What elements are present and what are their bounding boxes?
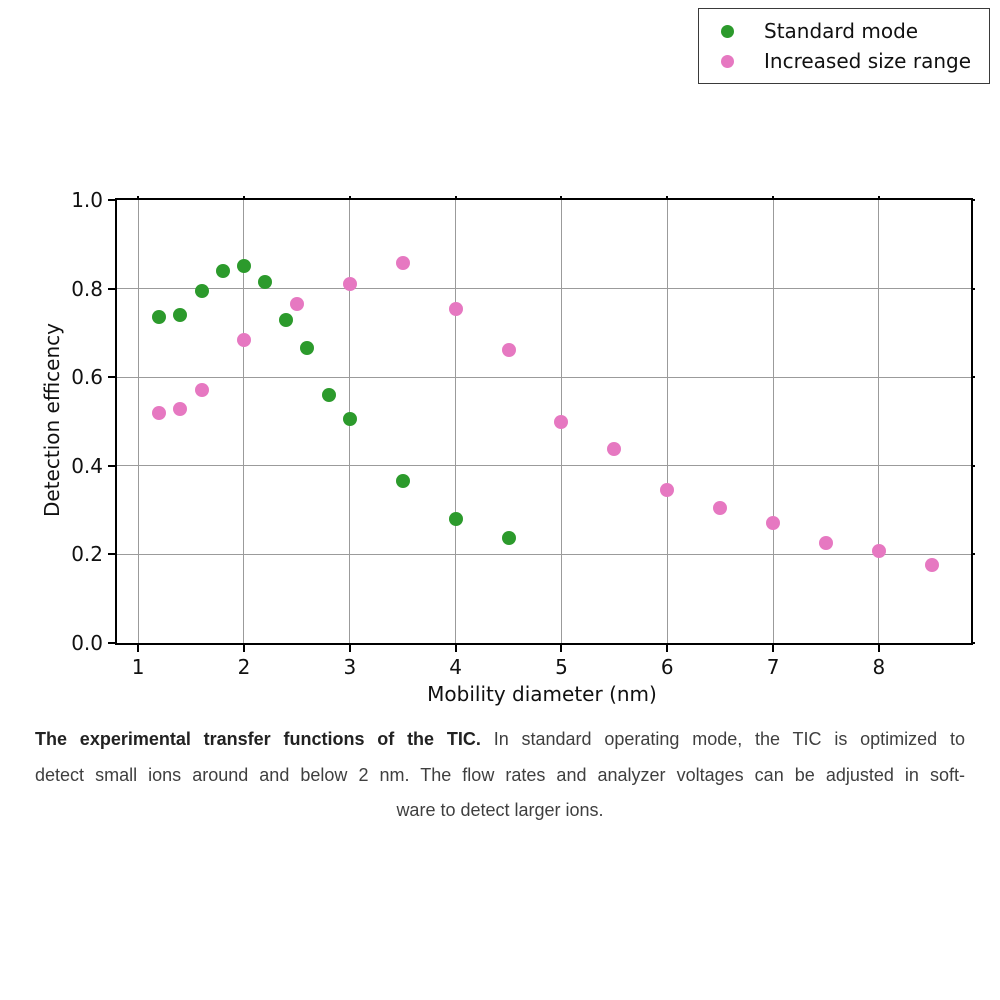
x-tick-label: 6 bbox=[660, 655, 674, 679]
data-point bbox=[194, 283, 209, 298]
x-tick-label: 1 bbox=[131, 655, 145, 679]
data-point bbox=[236, 259, 251, 274]
data-point bbox=[152, 405, 167, 420]
x-tick-mark-top bbox=[242, 196, 245, 200]
plot-area: 1 2 3 4 5 6 7 8 0.0 0.2 0.4 0.6 0.8 1.0 bbox=[71, 188, 975, 679]
data-point bbox=[501, 530, 516, 545]
x-tick-mark bbox=[454, 643, 457, 652]
data-point bbox=[342, 277, 357, 292]
y-tick-mark bbox=[108, 287, 117, 290]
y-tick-label: 0.8 bbox=[71, 276, 103, 301]
y-tick-label: 1.0 bbox=[71, 188, 103, 212]
caption-line-2: detect small ions around and below 2 nm.… bbox=[35, 764, 965, 785]
x-tick-mark bbox=[877, 643, 880, 652]
data-point bbox=[215, 263, 230, 278]
y-tick-mark-right bbox=[971, 642, 975, 644]
caption-line-3: ware to detect larger ions. bbox=[396, 800, 604, 820]
y-tick-mark bbox=[108, 642, 117, 644]
data-point bbox=[300, 341, 315, 356]
y-gridline bbox=[117, 376, 971, 378]
x-tick-mark-top bbox=[666, 196, 669, 200]
data-point bbox=[819, 536, 834, 551]
data-point bbox=[152, 310, 167, 325]
y-gridline bbox=[117, 288, 971, 290]
x-gridline bbox=[137, 200, 139, 643]
y-gridline bbox=[117, 465, 971, 467]
data-point bbox=[924, 558, 939, 573]
y-tick-label: 0.0 bbox=[71, 631, 103, 655]
legend-marker-icon bbox=[721, 54, 735, 68]
data-point bbox=[660, 483, 675, 498]
data-point bbox=[766, 516, 781, 531]
data-point bbox=[342, 412, 357, 427]
data-point bbox=[607, 442, 622, 457]
x-gridline bbox=[243, 200, 245, 643]
data-point bbox=[321, 387, 336, 402]
data-point bbox=[713, 500, 728, 515]
x-tick-mark-top bbox=[772, 196, 775, 200]
x-tick-mark bbox=[137, 643, 140, 652]
x-tick-mark-top bbox=[137, 196, 140, 200]
data-point bbox=[194, 383, 209, 398]
x-gridline bbox=[772, 200, 774, 643]
legend-item: Standard mode bbox=[721, 16, 971, 46]
data-point bbox=[289, 297, 304, 312]
x-tick-label: 8 bbox=[872, 655, 886, 679]
legend-label: Increased size range bbox=[764, 49, 971, 73]
y-tick-mark-right bbox=[971, 464, 975, 467]
data-point bbox=[871, 544, 886, 559]
x-tick-label: 7 bbox=[766, 655, 780, 679]
y-tick-mark bbox=[108, 553, 117, 556]
x-tick-label: 2 bbox=[237, 655, 251, 679]
x-tick-mark bbox=[560, 643, 563, 652]
y-tick-mark-right bbox=[971, 376, 975, 379]
data-point bbox=[554, 414, 569, 429]
data-point bbox=[173, 308, 188, 323]
y-axis-label: Detection efficency bbox=[40, 323, 64, 517]
x-tick-mark-top bbox=[560, 196, 563, 200]
x-tick-mark bbox=[666, 643, 669, 652]
caption-line-1: The experimental transfer functions of t… bbox=[35, 722, 965, 758]
y-tick-mark bbox=[108, 464, 117, 467]
x-tick-mark-top bbox=[348, 196, 351, 200]
legend-label: Standard mode bbox=[764, 19, 919, 43]
y-gridline bbox=[117, 553, 971, 555]
data-point bbox=[448, 301, 463, 316]
caption-line-1-rest: In standard operating mode, the TIC is o… bbox=[493, 729, 965, 749]
x-tick-mark bbox=[348, 643, 351, 652]
data-point bbox=[279, 312, 294, 327]
y-tick-mark-right bbox=[971, 553, 975, 556]
x-tick-label: 5 bbox=[555, 655, 568, 679]
x-gridline bbox=[455, 200, 457, 643]
data-point bbox=[258, 274, 273, 289]
y-tick-label: 0.2 bbox=[71, 542, 103, 567]
y-tick-mark-right bbox=[971, 287, 975, 290]
x-tick-label: 3 bbox=[343, 655, 357, 679]
x-tick-mark-top bbox=[454, 196, 457, 200]
data-point bbox=[501, 342, 516, 357]
y-tick-mark bbox=[108, 376, 117, 379]
x-tick-mark bbox=[772, 643, 775, 652]
x-tick-label: 4 bbox=[449, 655, 462, 679]
figure-caption: The experimental transfer functions of t… bbox=[35, 722, 965, 829]
x-gridline bbox=[666, 200, 668, 643]
legend-item: Increased size range bbox=[721, 46, 971, 76]
data-point bbox=[395, 474, 410, 489]
y-tick-mark-right bbox=[971, 199, 975, 201]
legend-marker-icon bbox=[721, 24, 735, 38]
data-point bbox=[395, 256, 410, 271]
data-point bbox=[448, 511, 463, 526]
y-tick-mark bbox=[108, 199, 117, 201]
caption-bold-lead: The experimental transfer functions of t… bbox=[35, 729, 481, 749]
data-point bbox=[173, 402, 188, 417]
x-gridline bbox=[878, 200, 880, 643]
data-point bbox=[236, 332, 251, 347]
x-tick-mark bbox=[242, 643, 245, 652]
y-tick-label: 0.4 bbox=[71, 453, 103, 478]
y-tick-label: 0.6 bbox=[71, 365, 103, 390]
legend: Standard mode Increased size range bbox=[698, 8, 990, 84]
x-axis-label: Mobility diameter (nm) bbox=[427, 682, 657, 706]
x-tick-mark-top bbox=[877, 196, 880, 200]
